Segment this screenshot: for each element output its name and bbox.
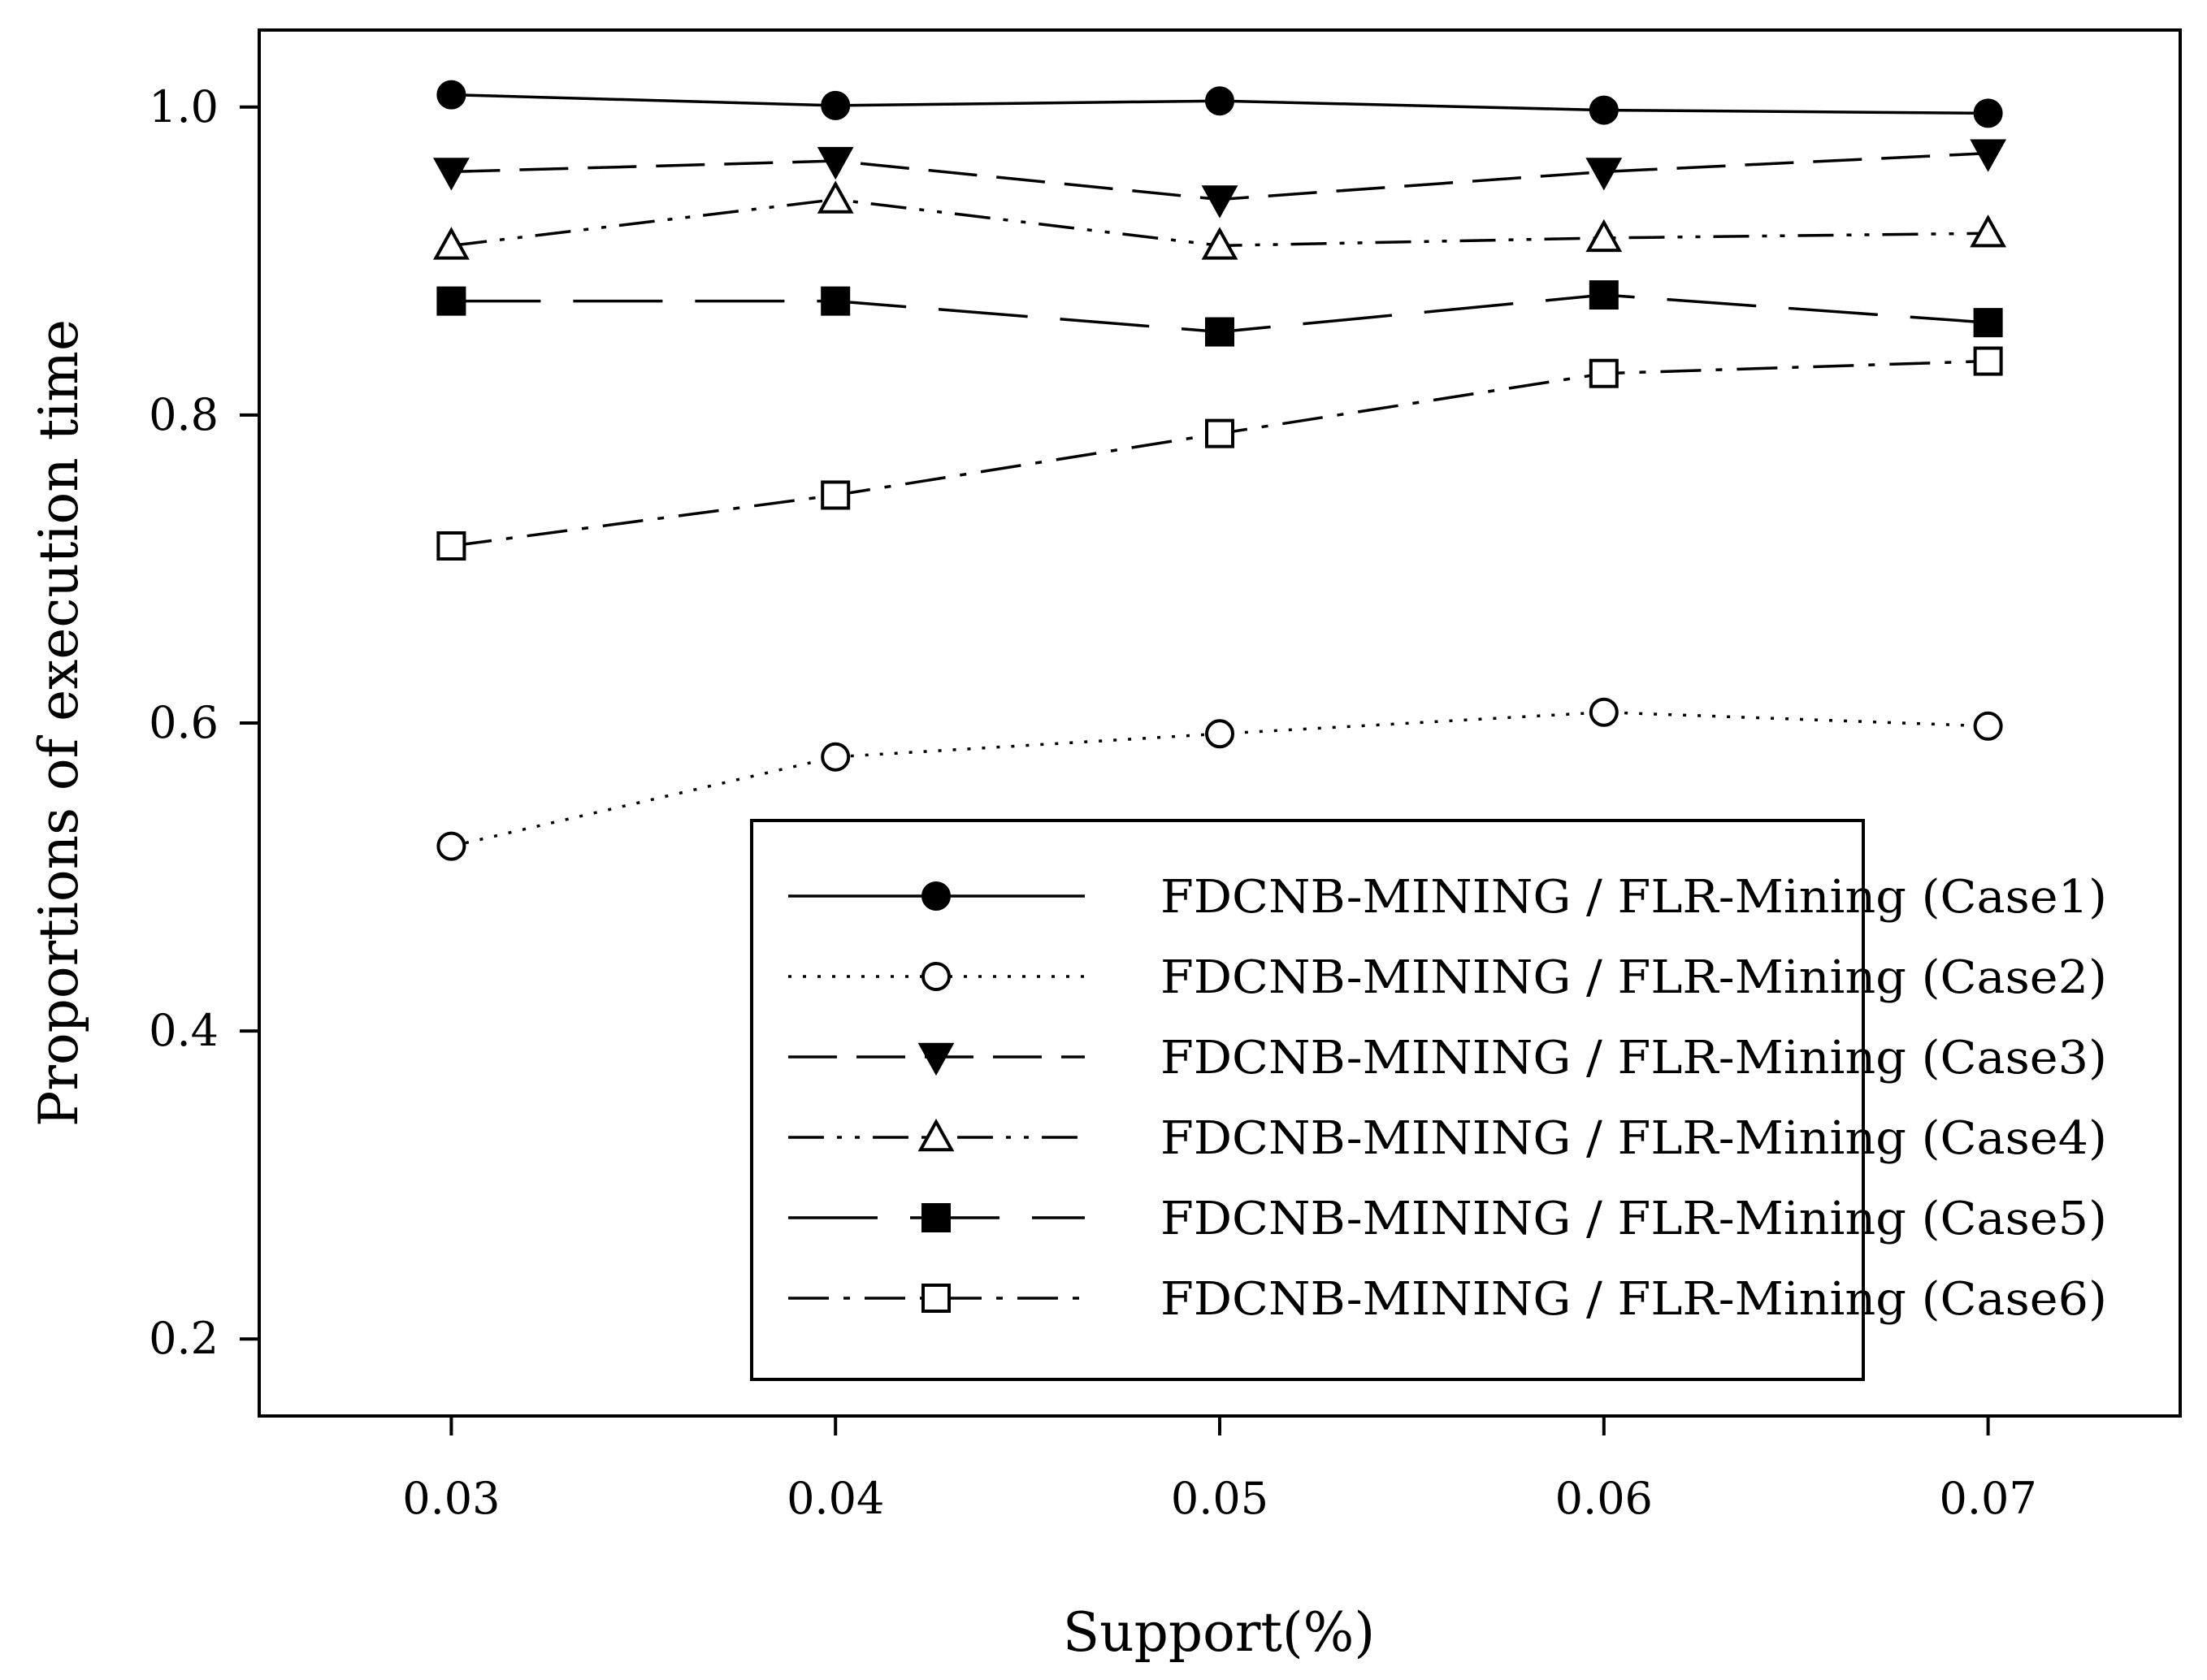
y-axis: 0.2 0.4 0.6 0.8 1.0 [149, 81, 259, 1364]
data-point [1589, 280, 1619, 310]
y-tick-label: 0.4 [149, 1005, 219, 1056]
series-case2 [436, 697, 2003, 861]
legend-label: FDCNB-MINING / FLR-Mining (Case1) [1160, 871, 2107, 924]
series-case4 [433, 180, 2006, 260]
legend-marker [921, 1284, 951, 1313]
data-point [1589, 697, 1619, 727]
legend-marker [921, 881, 951, 911]
legend-marker [917, 1042, 955, 1076]
data-point [1205, 418, 1234, 448]
series-case1 [436, 80, 2003, 128]
legend-item-case5: FDCNB-MINING / FLR-Mining (Case5) [788, 1193, 2107, 1245]
data-point [1585, 158, 1623, 191]
legend-item-case3: FDCNB-MINING / FLR-Mining (Case3) [788, 1032, 2107, 1085]
legend-item-case6: FDCNB-MINING / FLR-Mining (Case6) [788, 1273, 2107, 1326]
legend-item-case1: FDCNB-MINING / FLR-Mining (Case1) [788, 871, 2107, 924]
x-axis-title: Support(%) [1063, 1601, 1375, 1664]
data-point [1205, 317, 1234, 347]
series-case6 [436, 346, 2003, 561]
data-point [821, 742, 851, 772]
data-point [1589, 95, 1619, 125]
x-axis: 0.03 0.04 0.05 0.06 0.07 [402, 1416, 2037, 1524]
x-tick-label: 0.03 [402, 1473, 500, 1524]
data-point [436, 531, 466, 561]
data-point [817, 146, 854, 180]
data-point [433, 227, 470, 260]
legend-marker [917, 1118, 955, 1152]
data-point [1589, 358, 1619, 388]
data-point [1201, 185, 1238, 219]
data-point [436, 286, 466, 316]
legend-label: FDCNB-MINING / FLR-Mining (Case3) [1160, 1032, 2107, 1085]
legend-label: FDCNB-MINING / FLR-Mining (Case6) [1160, 1273, 2107, 1326]
data-point [1201, 227, 1238, 260]
x-tick-label: 0.06 [1555, 1473, 1653, 1524]
data-point [1970, 139, 2006, 172]
data-point [436, 831, 466, 861]
legend-label: FDCNB-MINING / FLR-Mining (Case2) [1160, 951, 2107, 1004]
legend: FDCNB-MINING / FLR-Mining (Case1) FDCNB-M… [750, 819, 2107, 1381]
data-point [436, 80, 466, 110]
legend-label: FDCNB-MINING / FLR-Mining (Case4) [1160, 1112, 2107, 1165]
legend-item-case4: FDCNB-MINING / FLR-Mining (Case4) [788, 1112, 2107, 1165]
y-tick-label: 0.6 [149, 697, 219, 748]
x-tick-label: 0.05 [1171, 1473, 1268, 1524]
data-point [817, 180, 854, 214]
data-point [1973, 308, 2003, 338]
data-point [821, 286, 851, 316]
data-point [1205, 719, 1234, 749]
data-point [1205, 86, 1234, 116]
y-tick-label: 1.0 [149, 81, 219, 132]
y-axis-title: Proportions of execution time [28, 319, 90, 1127]
data-point [433, 158, 470, 191]
series-case3 [433, 139, 2006, 219]
legend-marker [921, 1203, 951, 1232]
data-point [821, 480, 851, 510]
x-tick-label: 0.07 [1939, 1473, 2036, 1524]
series-layer [433, 80, 2006, 861]
data-point [1973, 346, 2003, 376]
data-point [1585, 219, 1623, 253]
legend-label: FDCNB-MINING / FLR-Mining (Case5) [1160, 1193, 2107, 1245]
legend-marker [921, 962, 951, 991]
legend-item-case2: FDCNB-MINING / FLR-Mining (Case2) [788, 951, 2107, 1004]
data-point [1970, 214, 2006, 248]
series-case5 [436, 280, 2003, 347]
data-point [1973, 98, 2003, 128]
data-point [1973, 711, 2003, 741]
y-tick-label: 0.8 [149, 389, 219, 440]
y-tick-label: 0.2 [149, 1313, 219, 1364]
data-point [821, 90, 851, 120]
x-tick-label: 0.04 [787, 1473, 884, 1524]
